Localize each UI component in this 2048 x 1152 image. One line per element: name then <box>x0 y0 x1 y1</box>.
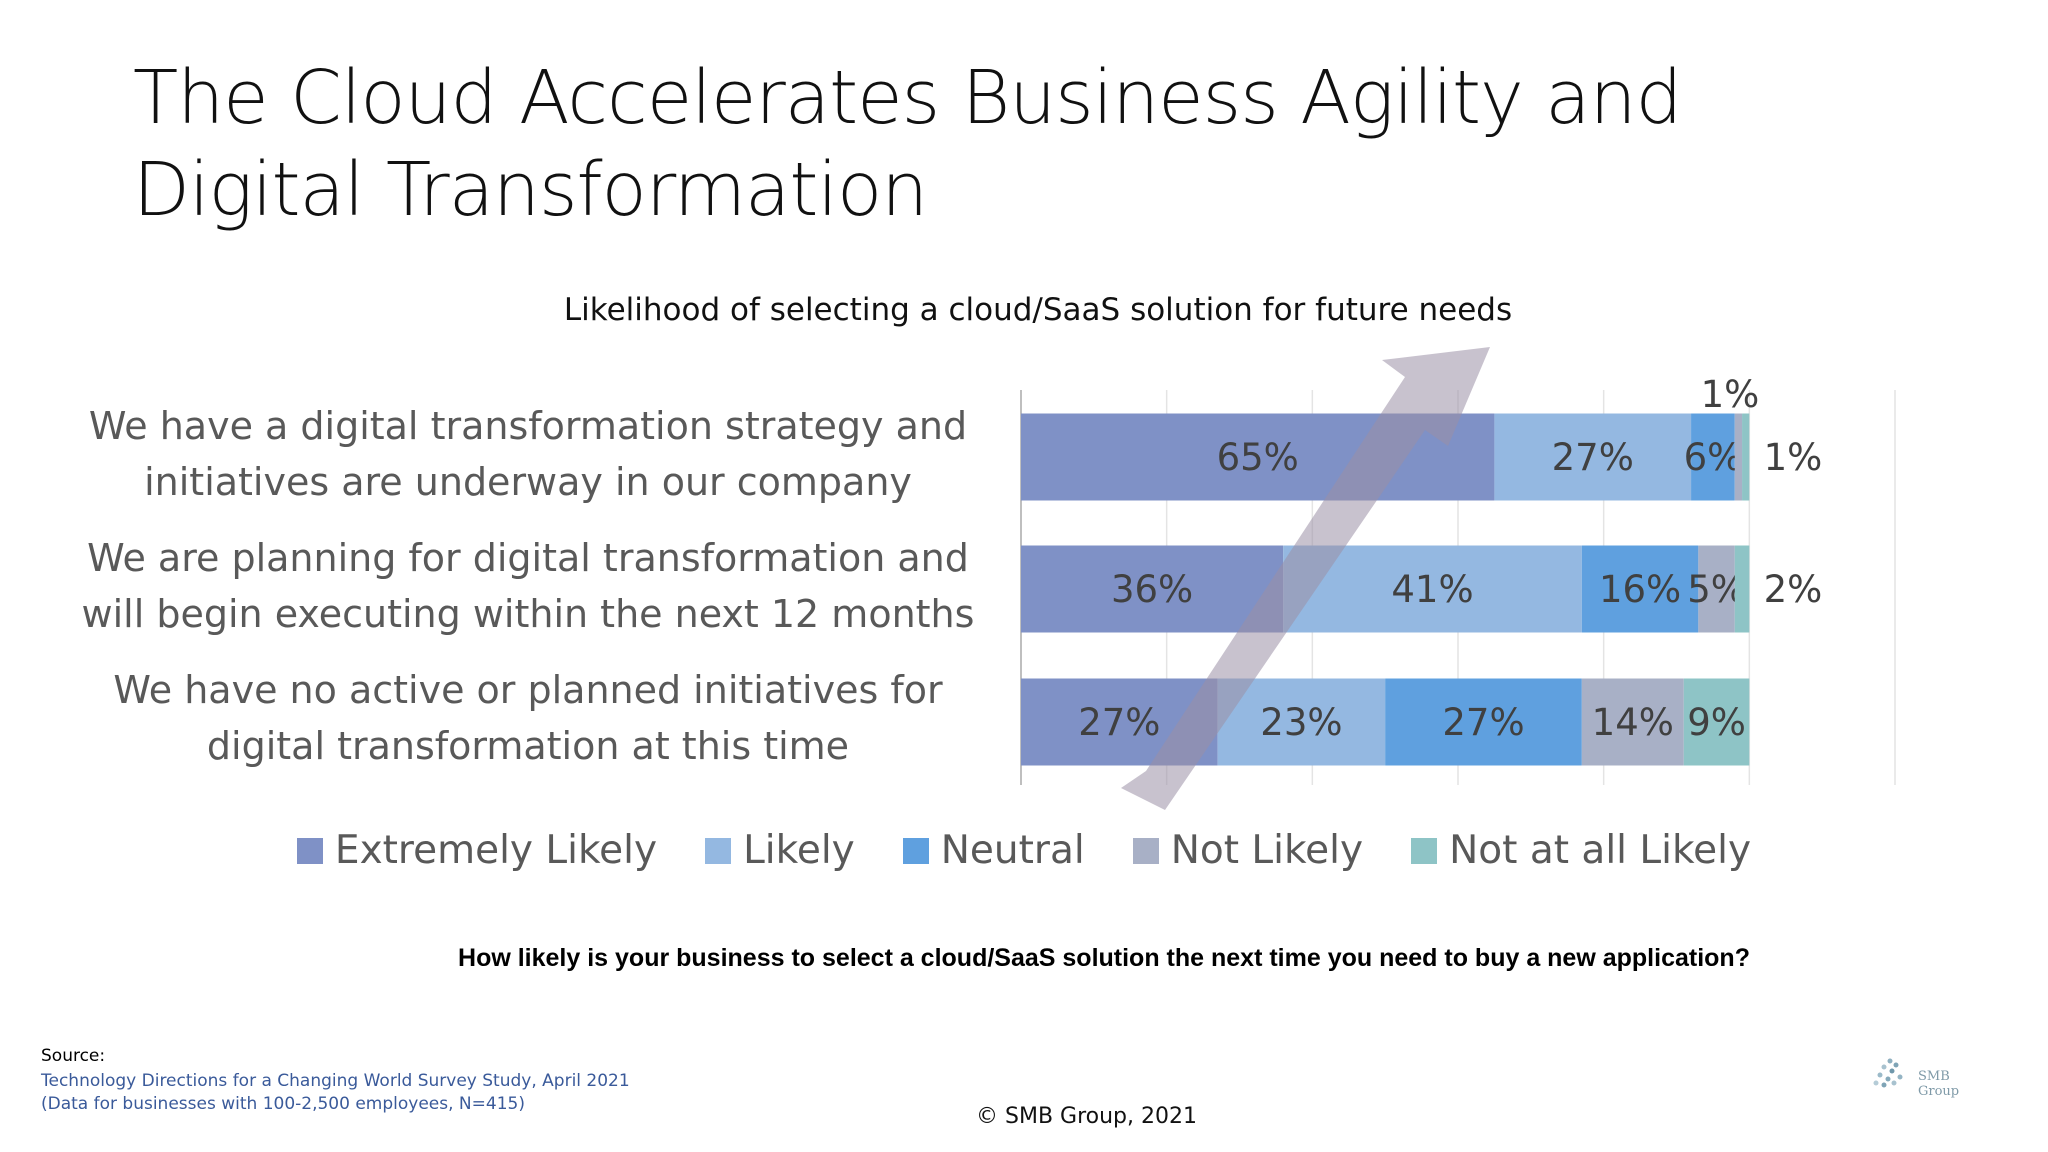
legend-swatch <box>1411 837 1438 864</box>
bar-likely <box>1217 678 1386 766</box>
legend-label: Neutral <box>940 828 1085 873</box>
data-label: 14% <box>1592 701 1674 744</box>
bar-neutral <box>1385 678 1582 766</box>
source-label: Source: <box>41 1046 106 1066</box>
category-label-1-line-1: We are planning for digital transformati… <box>87 536 969 580</box>
legend-label: Not at all Likely <box>1449 828 1752 873</box>
legend-item: Not Likely <box>1132 828 1364 873</box>
outside-data-label: 1% <box>1701 373 1760 416</box>
bar-not-at-all-likely <box>1742 413 1750 501</box>
legend-item: Extremely Likely <box>296 828 658 873</box>
data-label: 27% <box>1078 701 1160 744</box>
copyright: © SMB Group, 2021 <box>976 1104 1197 1129</box>
legend-item: Neutral <box>902 828 1085 873</box>
legend-label: Not Likely <box>1170 828 1364 873</box>
bar-extremely-likely <box>1021 545 1284 633</box>
category-label-1: We are planning for digital transformati… <box>78 530 978 642</box>
data-label: 9% <box>1687 701 1746 744</box>
legend-swatch <box>705 837 732 864</box>
data-label: 27% <box>1552 436 1634 479</box>
smb-group-logo: SMB Group <box>1870 1055 1990 1105</box>
bar-likely <box>1494 413 1692 501</box>
bar-neutral <box>1581 545 1699 633</box>
category-label-2: We have no active or planned initiatives… <box>78 662 978 774</box>
trend-arrow-icon <box>1121 347 1490 810</box>
category-label-2-line-2: digital transformation at this time <box>206 724 850 768</box>
outside-data-label: 2% <box>1764 568 1823 611</box>
bar-not-likely <box>1734 413 1743 501</box>
bar-neutral <box>1691 413 1735 501</box>
data-label: 16% <box>1599 568 1681 611</box>
category-label-0-line-2: initiatives are underway in our company <box>144 460 912 504</box>
data-label: 23% <box>1260 701 1342 744</box>
legend-item: Likely <box>705 828 855 873</box>
survey-question: How likely is your business to select a … <box>458 944 1750 972</box>
chart-legend: Extremely Likely Likely Neutral Not Likely N… <box>0 828 2048 873</box>
legend-swatch <box>1132 837 1159 864</box>
logo-text: SMB Group <box>1918 1069 1960 1099</box>
source-line-1: Technology Directions for a Changing Wor… <box>41 1071 630 1091</box>
bar-not-at-all-likely <box>1683 678 1750 766</box>
outside-data-label: 1% <box>1764 436 1823 479</box>
category-label-2-line-1: We have no active or planned initiatives… <box>113 668 943 712</box>
data-label: 36% <box>1111 568 1193 611</box>
bar-not-at-all-likely <box>1734 545 1750 633</box>
logo-dots-icon <box>1873 1058 1903 1088</box>
source-line-2: (Data for businesses with 100-2,500 empl… <box>41 1094 525 1114</box>
legend-swatch <box>902 837 929 864</box>
data-label: 41% <box>1391 568 1473 611</box>
legend-label: Extremely Likely <box>334 828 658 873</box>
legend-label: Likely <box>743 828 855 873</box>
slide-title: The Cloud Accelerates Business Agility a… <box>133 55 1683 233</box>
category-label-0: We have a digital transformation strateg… <box>78 398 978 510</box>
legend-swatch <box>296 837 323 864</box>
category-label-1-line-2: will begin executing within the next 12 … <box>81 592 975 636</box>
bar-not-likely <box>1698 545 1735 633</box>
data-label: 6% <box>1684 436 1743 479</box>
category-label-0-line-1: We have a digital transformation strateg… <box>88 404 968 448</box>
data-label: 27% <box>1442 701 1524 744</box>
legend-item: Not at all Likely <box>1411 828 1751 873</box>
data-label: 65% <box>1217 436 1299 479</box>
bar-not-likely <box>1581 678 1684 766</box>
chart-title: Likelihood of selecting a cloud/SaaS sol… <box>563 292 1513 328</box>
